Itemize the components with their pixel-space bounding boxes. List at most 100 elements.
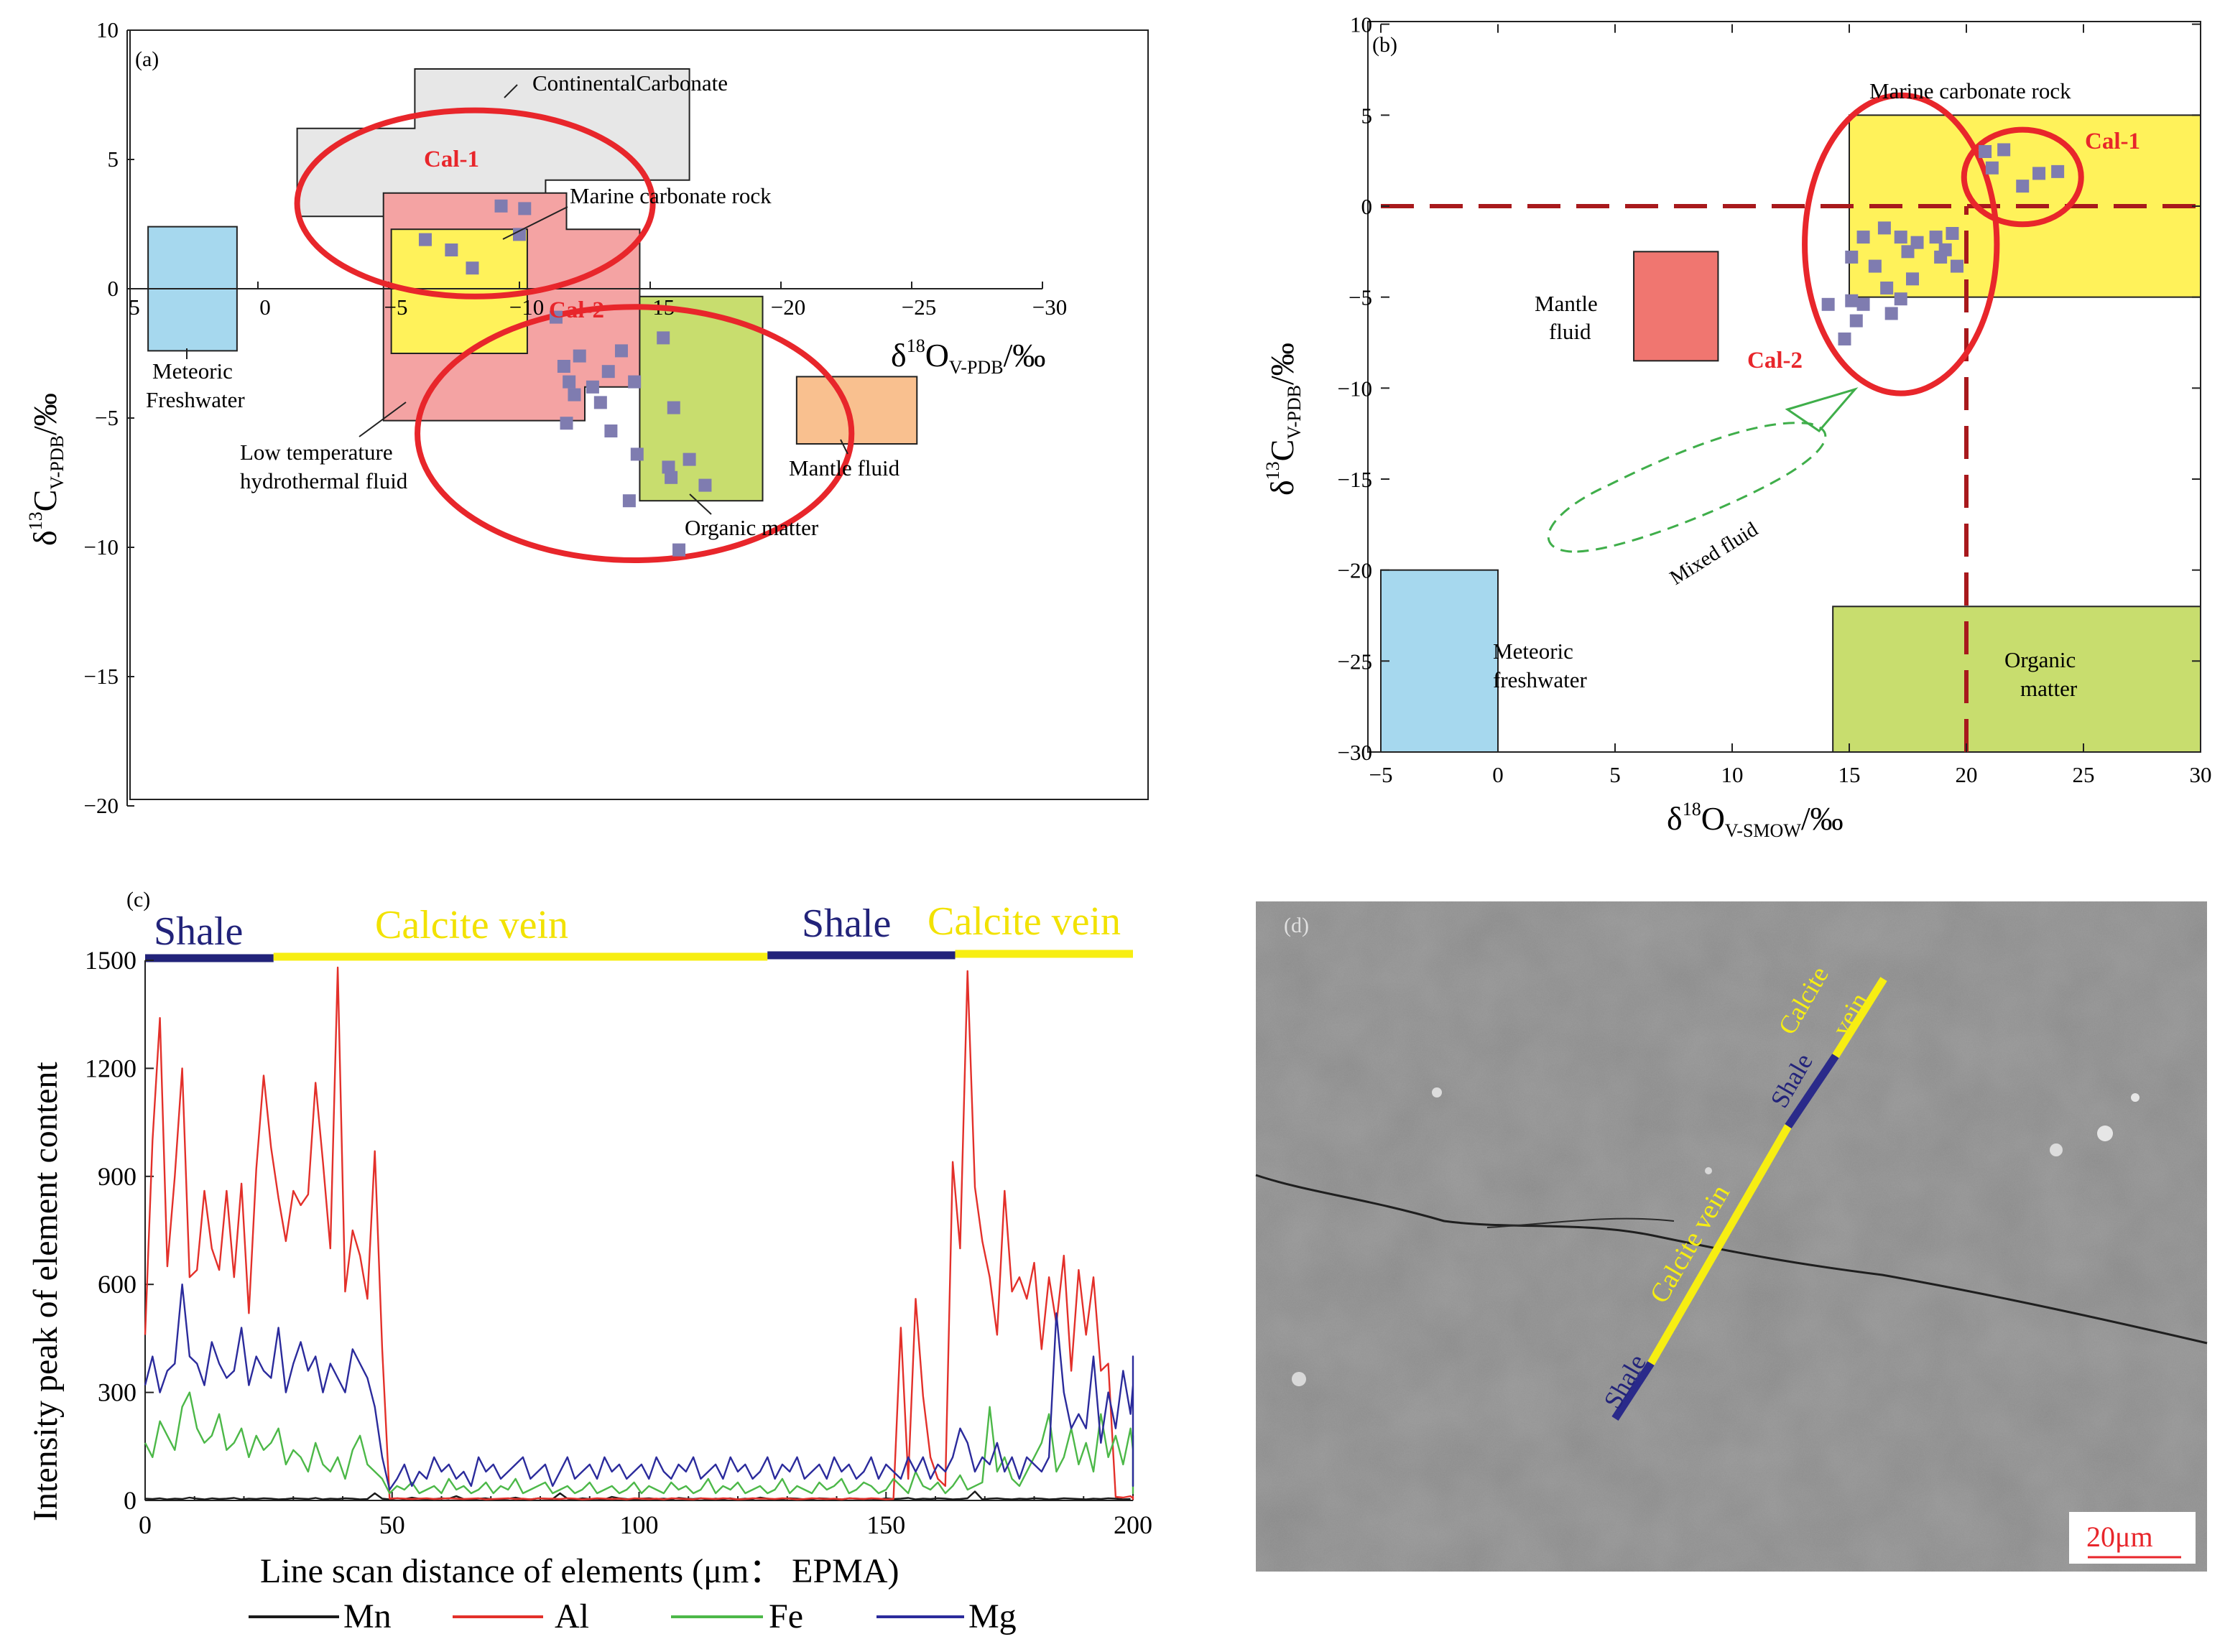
a-region-mantle-fluid	[795, 376, 918, 445]
a-lowtemp-leader	[359, 402, 407, 437]
b-data-point	[2051, 164, 2065, 178]
panel-a-frame	[129, 29, 1149, 800]
a-x-tick-label: 0	[259, 294, 271, 320]
a-y-tick-label: −5	[95, 405, 119, 430]
sem-bright-grain-6	[1705, 1167, 1712, 1174]
c-series-mg	[144, 1283, 1134, 1491]
a-y-tick-label: −20	[84, 793, 119, 818]
b-data-point	[1849, 314, 1863, 328]
sem-scan-calcite-middle	[1647, 1124, 1792, 1365]
a-y-axis-title: δ13CV-PDB/‰	[25, 393, 68, 546]
b-data-point	[2032, 167, 2046, 180]
panel-d-sem-image: Calcite vein Shale Calcite vein Shale (d…	[1255, 901, 2208, 1572]
b-y-tick-label: 5	[1361, 103, 1373, 128]
a-data-point	[604, 424, 618, 437]
b-y-tick-label: −10	[1338, 376, 1372, 401]
a-x-tick-label: 5	[129, 294, 140, 320]
a-data-point	[563, 375, 576, 389]
b-mixed-fluid-arrowhead	[1785, 387, 1859, 432]
c-band-label-calcite-1: Calcite vein	[375, 903, 568, 947]
a-data-point	[586, 380, 599, 394]
c-band-label-shale-1: Shale	[154, 909, 243, 954]
legend-al-label: Al	[555, 1597, 589, 1635]
b-data-point	[1985, 161, 1999, 175]
a-data-point	[628, 375, 642, 389]
a-x-tick-label: −30	[1032, 294, 1067, 320]
sem-scan-shale-middle	[1785, 1053, 1839, 1129]
a-circle-cal-2	[415, 304, 855, 563]
panel-c-chart: (c) Shale Calcite vein Shale Calcite vei…	[27, 888, 1152, 1635]
sem-bright-grain-5	[1292, 1372, 1306, 1386]
a-organic-leader	[689, 493, 712, 515]
a-circle-cal-1	[294, 107, 656, 300]
a-data-point	[518, 202, 532, 215]
b-meteoric-label-2: freshwater	[1493, 667, 1587, 692]
a-organic-label: Organic matter	[685, 515, 819, 540]
c-y-tick-label: 300	[98, 1378, 137, 1407]
a-data-point	[560, 417, 573, 430]
sem-bright-grain	[2097, 1126, 2113, 1141]
a-data-point	[494, 199, 508, 213]
b-data-point	[1950, 259, 1963, 273]
sem-crack-branch	[1486, 1217, 1675, 1228]
panel-c-label: (c)	[126, 888, 150, 911]
b-x-tick-label: 5	[1609, 762, 1621, 787]
a-y-tick-label: 0	[108, 276, 119, 301]
b-data-point	[1868, 259, 1882, 273]
sem-bright-grain-2	[2131, 1093, 2140, 1102]
a-meteoric-label-2: Freshwater	[146, 387, 245, 412]
b-data-point	[1856, 231, 1870, 244]
sem-crack	[1255, 1174, 2208, 1345]
b-mixed-fluid-label: Mixed fluid	[1666, 518, 1762, 590]
b-cal1-label: Cal-1	[2085, 129, 2140, 154]
b-data-point	[2016, 180, 2030, 193]
b-circle-cal-2	[1802, 92, 2000, 396]
b-y-tick-label: −5	[1349, 285, 1372, 310]
a-data-point	[614, 344, 628, 358]
a-data-point	[513, 228, 526, 241]
a-y-tick-label: 5	[108, 147, 119, 172]
b-data-point	[1906, 272, 1920, 286]
panel-a-label: (a)	[135, 47, 159, 71]
b-data-point	[1884, 307, 1898, 320]
a-continental-label: ContinentalCarbonate	[532, 70, 728, 96]
b-meteoric-label-1: Meteoric	[1493, 639, 1573, 664]
c-series-fe	[144, 1391, 1134, 1495]
b-x-tick-label: 10	[1721, 762, 1744, 787]
a-mantle-leader	[840, 439, 848, 455]
b-x-tick-label: 20	[1956, 762, 1978, 787]
b-region-meteoric-freshwater	[1380, 569, 1499, 753]
a-x-axis-title: δ18OV-PDB/‰	[891, 335, 1045, 378]
a-y-tick-label: 10	[96, 17, 119, 42]
a-x-tick-label: −20	[771, 294, 805, 320]
b-cal2-label: Cal-2	[1747, 348, 1803, 373]
b-data-point	[1929, 231, 1943, 244]
b-x-tick-label: −5	[1369, 762, 1393, 787]
a-data-point	[698, 478, 712, 492]
a-data-point	[466, 261, 479, 275]
a-cal2-label: Cal-2	[549, 297, 604, 323]
b-data-point	[1845, 294, 1859, 307]
panel-b-chart: (b) −5 0 5 10 15 20 25 301050−5−10−15−20−25−30 …	[1262, 12, 2212, 841]
c-y-tick-label: 1200	[85, 1054, 137, 1082]
a-data-point	[662, 460, 675, 474]
b-x-tick-label: 15	[1838, 762, 1861, 787]
a-data-point	[672, 543, 686, 557]
c-x-tick-label: 200	[1114, 1511, 1152, 1539]
sem-grain	[1256, 901, 2207, 1572]
a-marine-label: Marine carbonate rock	[570, 183, 772, 208]
b-data-point	[1821, 297, 1835, 311]
b-organic-label-1: Organic	[2004, 647, 2076, 672]
b-x-axis-title: δ18OV-SMOW/‰	[1667, 799, 1844, 841]
a-data-point	[657, 331, 670, 345]
b-x-tick-label: 0	[1492, 762, 1504, 787]
sem-scan-shale-bottom	[1611, 1361, 1655, 1421]
c-x-tick-label: 0	[139, 1511, 152, 1539]
c-y-axis-title: Intensity peak of element content	[27, 1062, 65, 1521]
a-y-tick-label: −10	[84, 534, 119, 560]
b-data-point	[1894, 231, 1907, 244]
b-y-tick-label: −20	[1338, 558, 1372, 583]
a-mantle-label: Mantle fluid	[789, 455, 900, 481]
